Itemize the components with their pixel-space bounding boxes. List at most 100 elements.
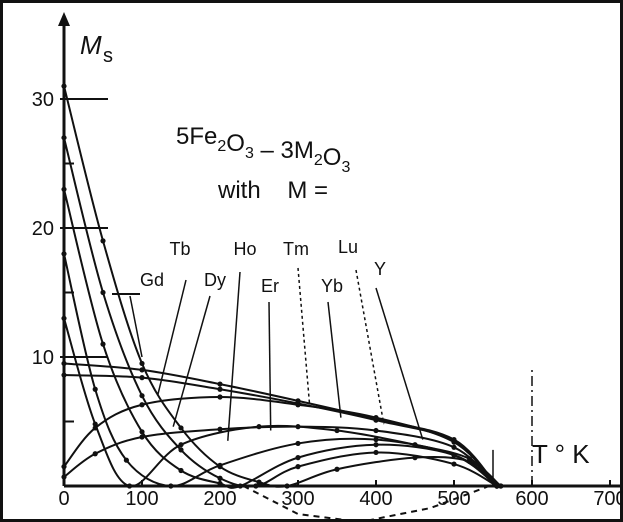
data-point xyxy=(61,464,67,470)
series-line-gd xyxy=(63,85,502,488)
chart-subtitle: with M = xyxy=(217,177,328,204)
data-point xyxy=(253,483,259,489)
title-subscript: 2 xyxy=(217,138,226,155)
leader-line-tb xyxy=(156,279,187,396)
data-point xyxy=(217,386,223,392)
title-part: – 3M xyxy=(254,137,314,164)
title-part: O xyxy=(226,130,245,157)
legend-label-gd: Gd xyxy=(140,270,164,290)
data-point xyxy=(217,381,223,387)
title-part: O xyxy=(323,144,342,171)
data-point xyxy=(61,251,67,257)
data-point xyxy=(61,474,67,480)
y-axis-arrow xyxy=(58,12,70,26)
title-subscript: 3 xyxy=(245,145,254,162)
leader-lines xyxy=(112,267,424,441)
data-point xyxy=(334,466,340,472)
x-tick-label: 200 xyxy=(203,488,236,510)
series-points-tb xyxy=(61,135,500,489)
series-line-dy xyxy=(63,189,502,489)
data-point xyxy=(295,424,301,430)
data-point xyxy=(139,434,145,440)
x-tick-label: 100 xyxy=(125,488,158,510)
data-point xyxy=(284,483,290,489)
data-point xyxy=(373,427,379,434)
data-point xyxy=(139,402,145,408)
data-point xyxy=(92,421,98,427)
title-part: 5Fe xyxy=(176,123,217,150)
chart-title: 5Fe2O3 – 3M2O3 xyxy=(176,123,350,176)
data-point xyxy=(498,483,504,489)
y-axis-title: M xyxy=(80,30,102,60)
data-point xyxy=(139,360,145,367)
data-point xyxy=(217,480,223,487)
data-point xyxy=(168,483,174,489)
title-subscript: 2 xyxy=(314,152,323,169)
data-point xyxy=(451,461,457,467)
data-point xyxy=(451,436,457,443)
data-point xyxy=(412,442,418,448)
series-line-y xyxy=(63,362,498,487)
data-point xyxy=(217,426,223,432)
x-tick-label: 400 xyxy=(359,488,392,510)
series-line-tm xyxy=(63,425,498,487)
data-point xyxy=(61,372,67,378)
data-point xyxy=(217,394,223,400)
leader-line-lu xyxy=(355,269,385,425)
data-point xyxy=(139,429,145,435)
data-point xyxy=(373,442,379,448)
data-point xyxy=(92,451,98,457)
data-point xyxy=(61,83,67,89)
leader-line-y xyxy=(375,287,424,440)
leader-line-yb xyxy=(327,301,342,418)
data-point xyxy=(61,360,67,367)
data-point xyxy=(100,238,106,244)
curves xyxy=(61,83,533,522)
legend-label-er: Er xyxy=(261,276,279,296)
data-point xyxy=(256,479,262,485)
data-point xyxy=(126,483,133,489)
legend-label-tb: Tb xyxy=(169,239,190,259)
leader-line-tm xyxy=(297,267,311,407)
data-point xyxy=(139,375,145,381)
legend-label-ho: Ho xyxy=(233,239,256,259)
data-point xyxy=(92,425,98,431)
y-tick-label: 20 xyxy=(32,218,54,240)
x-tick-label: 600 xyxy=(515,488,548,510)
leader-line-gd xyxy=(129,295,143,358)
series-line-ho xyxy=(63,253,498,488)
data-point xyxy=(61,315,67,321)
legend-label-tm: Tm xyxy=(283,239,309,259)
data-point xyxy=(100,289,106,296)
data-point xyxy=(92,386,98,392)
data-point xyxy=(451,444,457,450)
series-points-dy xyxy=(61,186,504,489)
data-point xyxy=(100,341,106,347)
series-points-ho xyxy=(61,251,500,489)
legend-label-dy: Dy xyxy=(204,270,226,290)
data-point xyxy=(139,393,145,399)
data-point xyxy=(494,483,500,489)
leader-line-er xyxy=(268,301,272,431)
x-tick-label: 700 xyxy=(593,488,623,510)
legend-label-lu: Lu xyxy=(338,237,358,257)
y-tick-label: 10 xyxy=(32,347,54,369)
data-point xyxy=(373,416,379,422)
data-point xyxy=(295,440,301,447)
leader-line-ho xyxy=(227,271,241,441)
data-point xyxy=(61,135,67,141)
data-point xyxy=(178,467,184,474)
data-point xyxy=(61,186,67,192)
x-axis-title: T ° K xyxy=(532,439,590,469)
series-points-y xyxy=(61,360,500,489)
data-point xyxy=(295,464,301,470)
x-tick-label: 300 xyxy=(281,488,314,510)
y-tick-label: 30 xyxy=(32,89,54,111)
data-point xyxy=(217,462,223,468)
legend-label-y: Y xyxy=(374,259,386,279)
data-point xyxy=(123,457,129,463)
legend-label-yb: Yb xyxy=(321,276,343,296)
data-point xyxy=(178,442,184,448)
